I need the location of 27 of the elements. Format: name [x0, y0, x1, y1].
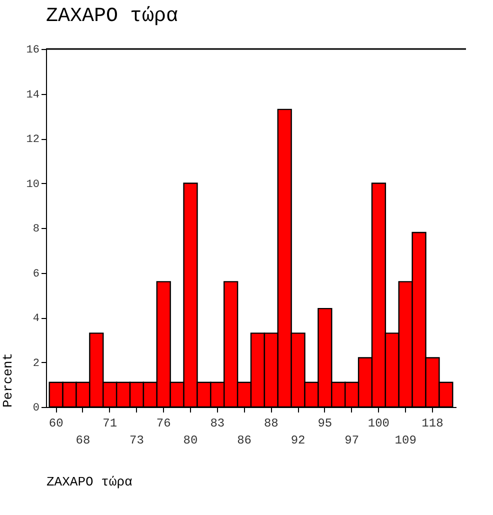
x-tick-label: 109 — [394, 434, 416, 448]
y-tick-label: 0 — [32, 402, 40, 414]
y-tick-label: 16 — [26, 44, 40, 56]
x-tick-label: 76 — [156, 416, 171, 430]
x-tick-label: 80 — [183, 434, 198, 448]
x-tick-label: 71 — [102, 416, 118, 430]
y-tick-label: 12 — [26, 134, 40, 146]
x-tick-label: 88 — [264, 416, 278, 430]
chart-title: ZAXAPO τώρα — [46, 5, 178, 28]
x-tick-label: 100 — [368, 416, 390, 430]
x-axis-title: ZAXAPO τώρα — [46, 474, 133, 490]
y-tick-label: 10 — [26, 178, 40, 191]
y-tick-label: 2 — [32, 358, 40, 370]
y-tick-label: 4 — [32, 313, 40, 325]
y-tick-label: 8 — [32, 224, 40, 236]
x-tick-label: 118 — [422, 416, 444, 430]
x-tick-label: 73 — [130, 434, 144, 448]
y-axis-title: Percent — [0, 352, 16, 408]
x-tick-label: 68 — [76, 434, 90, 448]
y-tick-label: 6 — [32, 268, 40, 280]
x-tick-label: 83 — [210, 416, 225, 430]
x-tick-label: 92 — [290, 434, 306, 448]
x-tick-label: 86 — [237, 434, 252, 448]
x-tick-label: 95 — [318, 416, 332, 430]
x-tick-label: 97 — [344, 434, 360, 448]
y-tick-label: 14 — [26, 89, 40, 102]
x-tick-label: 60 — [48, 416, 64, 430]
